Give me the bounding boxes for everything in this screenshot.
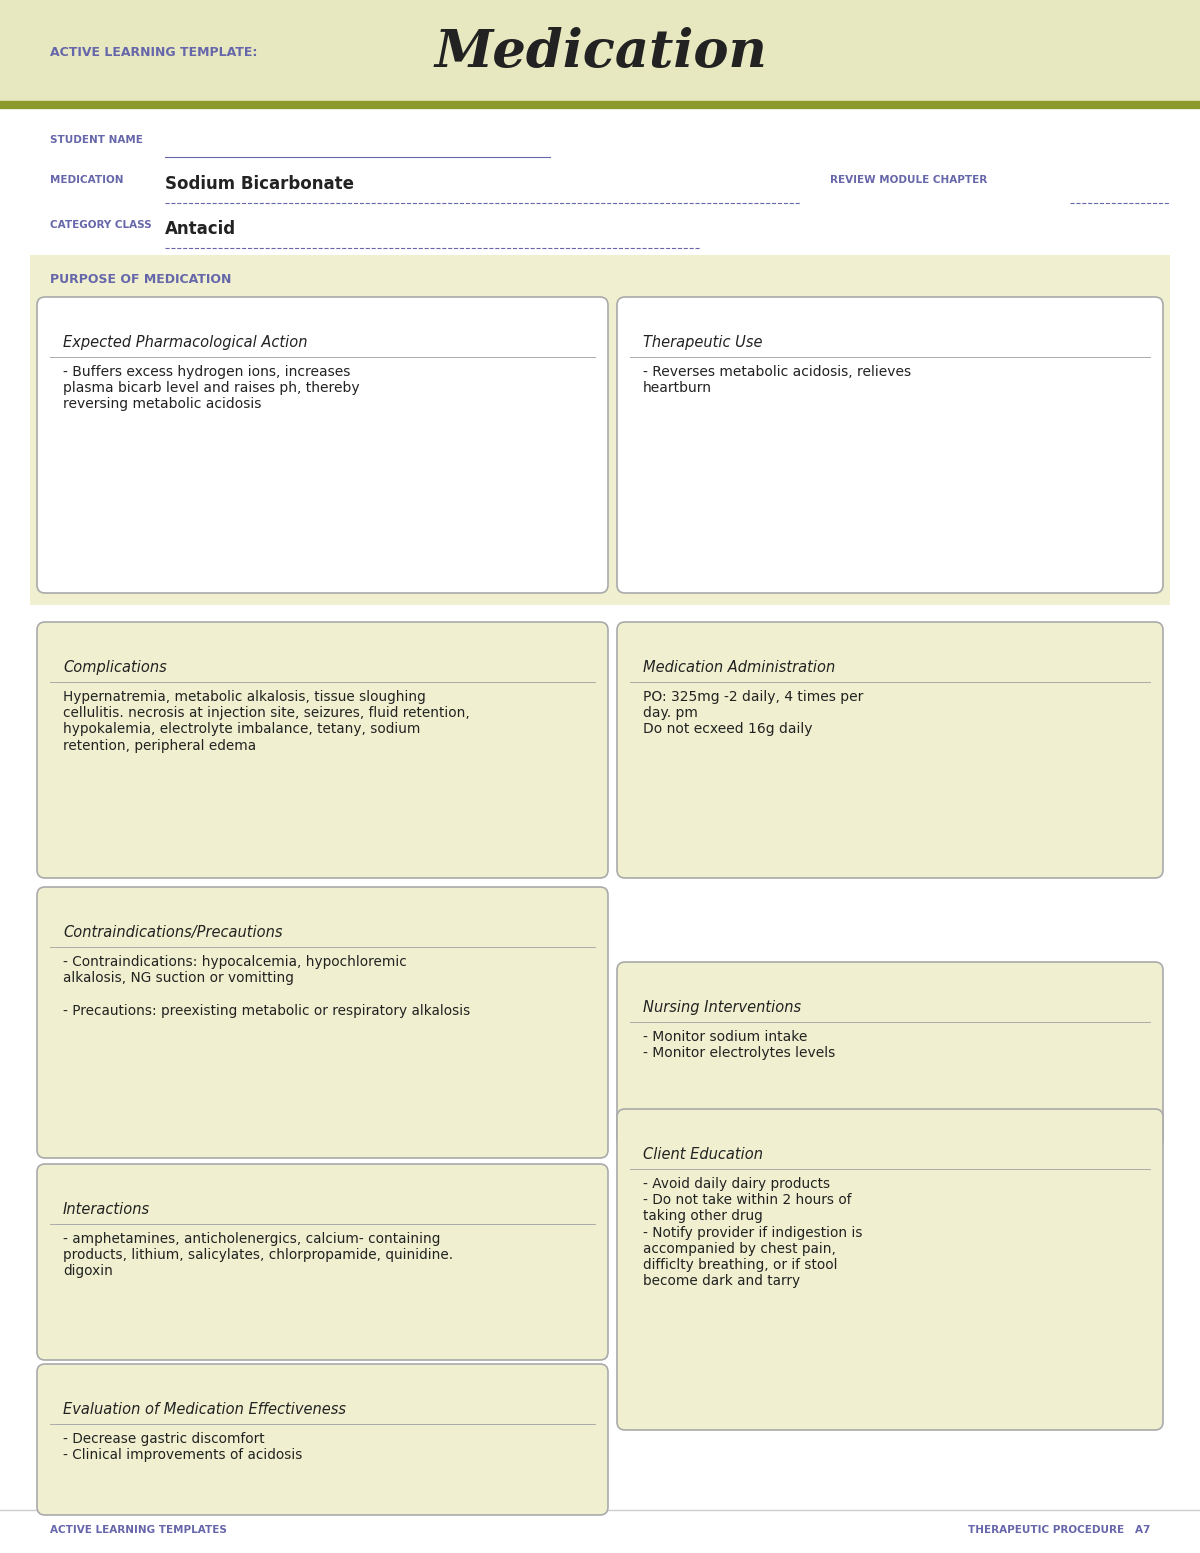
Text: - Contraindications: hypocalcemia, hypochloremic
alkalosis, NG suction or vomitt: - Contraindications: hypocalcemia, hypoc…	[64, 955, 470, 1017]
FancyBboxPatch shape	[617, 1109, 1163, 1430]
Text: STUDENT NAME: STUDENT NAME	[50, 135, 143, 144]
FancyBboxPatch shape	[30, 255, 1170, 606]
FancyBboxPatch shape	[617, 961, 1163, 1148]
FancyBboxPatch shape	[617, 623, 1163, 877]
Text: THERAPEUTIC PROCEDURE   A7: THERAPEUTIC PROCEDURE A7	[967, 1525, 1150, 1534]
Text: ACTIVE LEARNING TEMPLATE:: ACTIVE LEARNING TEMPLATE:	[50, 45, 257, 59]
Text: REVIEW MODULE CHAPTER: REVIEW MODULE CHAPTER	[830, 175, 988, 185]
Text: Expected Pharmacological Action: Expected Pharmacological Action	[64, 335, 307, 349]
Text: Interactions: Interactions	[64, 1202, 150, 1218]
Text: CATEGORY CLASS: CATEGORY CLASS	[50, 221, 151, 230]
Text: Hypernatremia, metabolic alkalosis, tissue sloughing
cellulitis. necrosis at inj: Hypernatremia, metabolic alkalosis, tiss…	[64, 690, 469, 753]
Text: Client Education: Client Education	[643, 1148, 763, 1162]
Text: - Avoid daily dairy products
- Do not take within 2 hours of
taking other drug
-: - Avoid daily dairy products - Do not ta…	[643, 1177, 863, 1287]
Text: Medication Administration: Medication Administration	[643, 660, 835, 676]
Text: Sodium Bicarbonate: Sodium Bicarbonate	[166, 175, 354, 193]
Text: - Reverses metabolic acidosis, relieves
heartburn: - Reverses metabolic acidosis, relieves …	[643, 365, 911, 394]
Text: Medication: Medication	[434, 26, 768, 78]
Text: ACTIVE LEARNING TEMPLATES: ACTIVE LEARNING TEMPLATES	[50, 1525, 227, 1534]
Text: PO: 325mg -2 daily, 4 times per
day. pm
Do not ecxeed 16g daily: PO: 325mg -2 daily, 4 times per day. pm …	[643, 690, 863, 736]
Text: - Monitor sodium intake
- Monitor electrolytes levels: - Monitor sodium intake - Monitor electr…	[643, 1030, 835, 1061]
Text: MEDICATION: MEDICATION	[50, 175, 124, 185]
FancyBboxPatch shape	[0, 0, 1200, 106]
Text: PURPOSE OF MEDICATION: PURPOSE OF MEDICATION	[50, 273, 232, 286]
Text: - amphetamines, anticholenergics, calcium- containing
products, lithium, salicyl: - amphetamines, anticholenergics, calciu…	[64, 1232, 454, 1278]
FancyBboxPatch shape	[37, 1165, 608, 1360]
Text: - Decrease gastric discomfort
- Clinical improvements of acidosis: - Decrease gastric discomfort - Clinical…	[64, 1432, 302, 1463]
Text: Contraindications/Precautions: Contraindications/Precautions	[64, 926, 282, 940]
FancyBboxPatch shape	[37, 623, 608, 877]
Text: Complications: Complications	[64, 660, 167, 676]
Text: - Buffers excess hydrogen ions, increases
plasma bicarb level and raises ph, the: - Buffers excess hydrogen ions, increase…	[64, 365, 360, 412]
FancyBboxPatch shape	[37, 887, 608, 1159]
FancyBboxPatch shape	[617, 297, 1163, 593]
FancyBboxPatch shape	[37, 297, 608, 593]
Text: Evaluation of Medication Effectiveness: Evaluation of Medication Effectiveness	[64, 1402, 346, 1416]
Text: Therapeutic Use: Therapeutic Use	[643, 335, 762, 349]
FancyBboxPatch shape	[37, 1364, 608, 1516]
Text: Nursing Interventions: Nursing Interventions	[643, 1000, 802, 1016]
Text: Antacid: Antacid	[166, 221, 236, 238]
